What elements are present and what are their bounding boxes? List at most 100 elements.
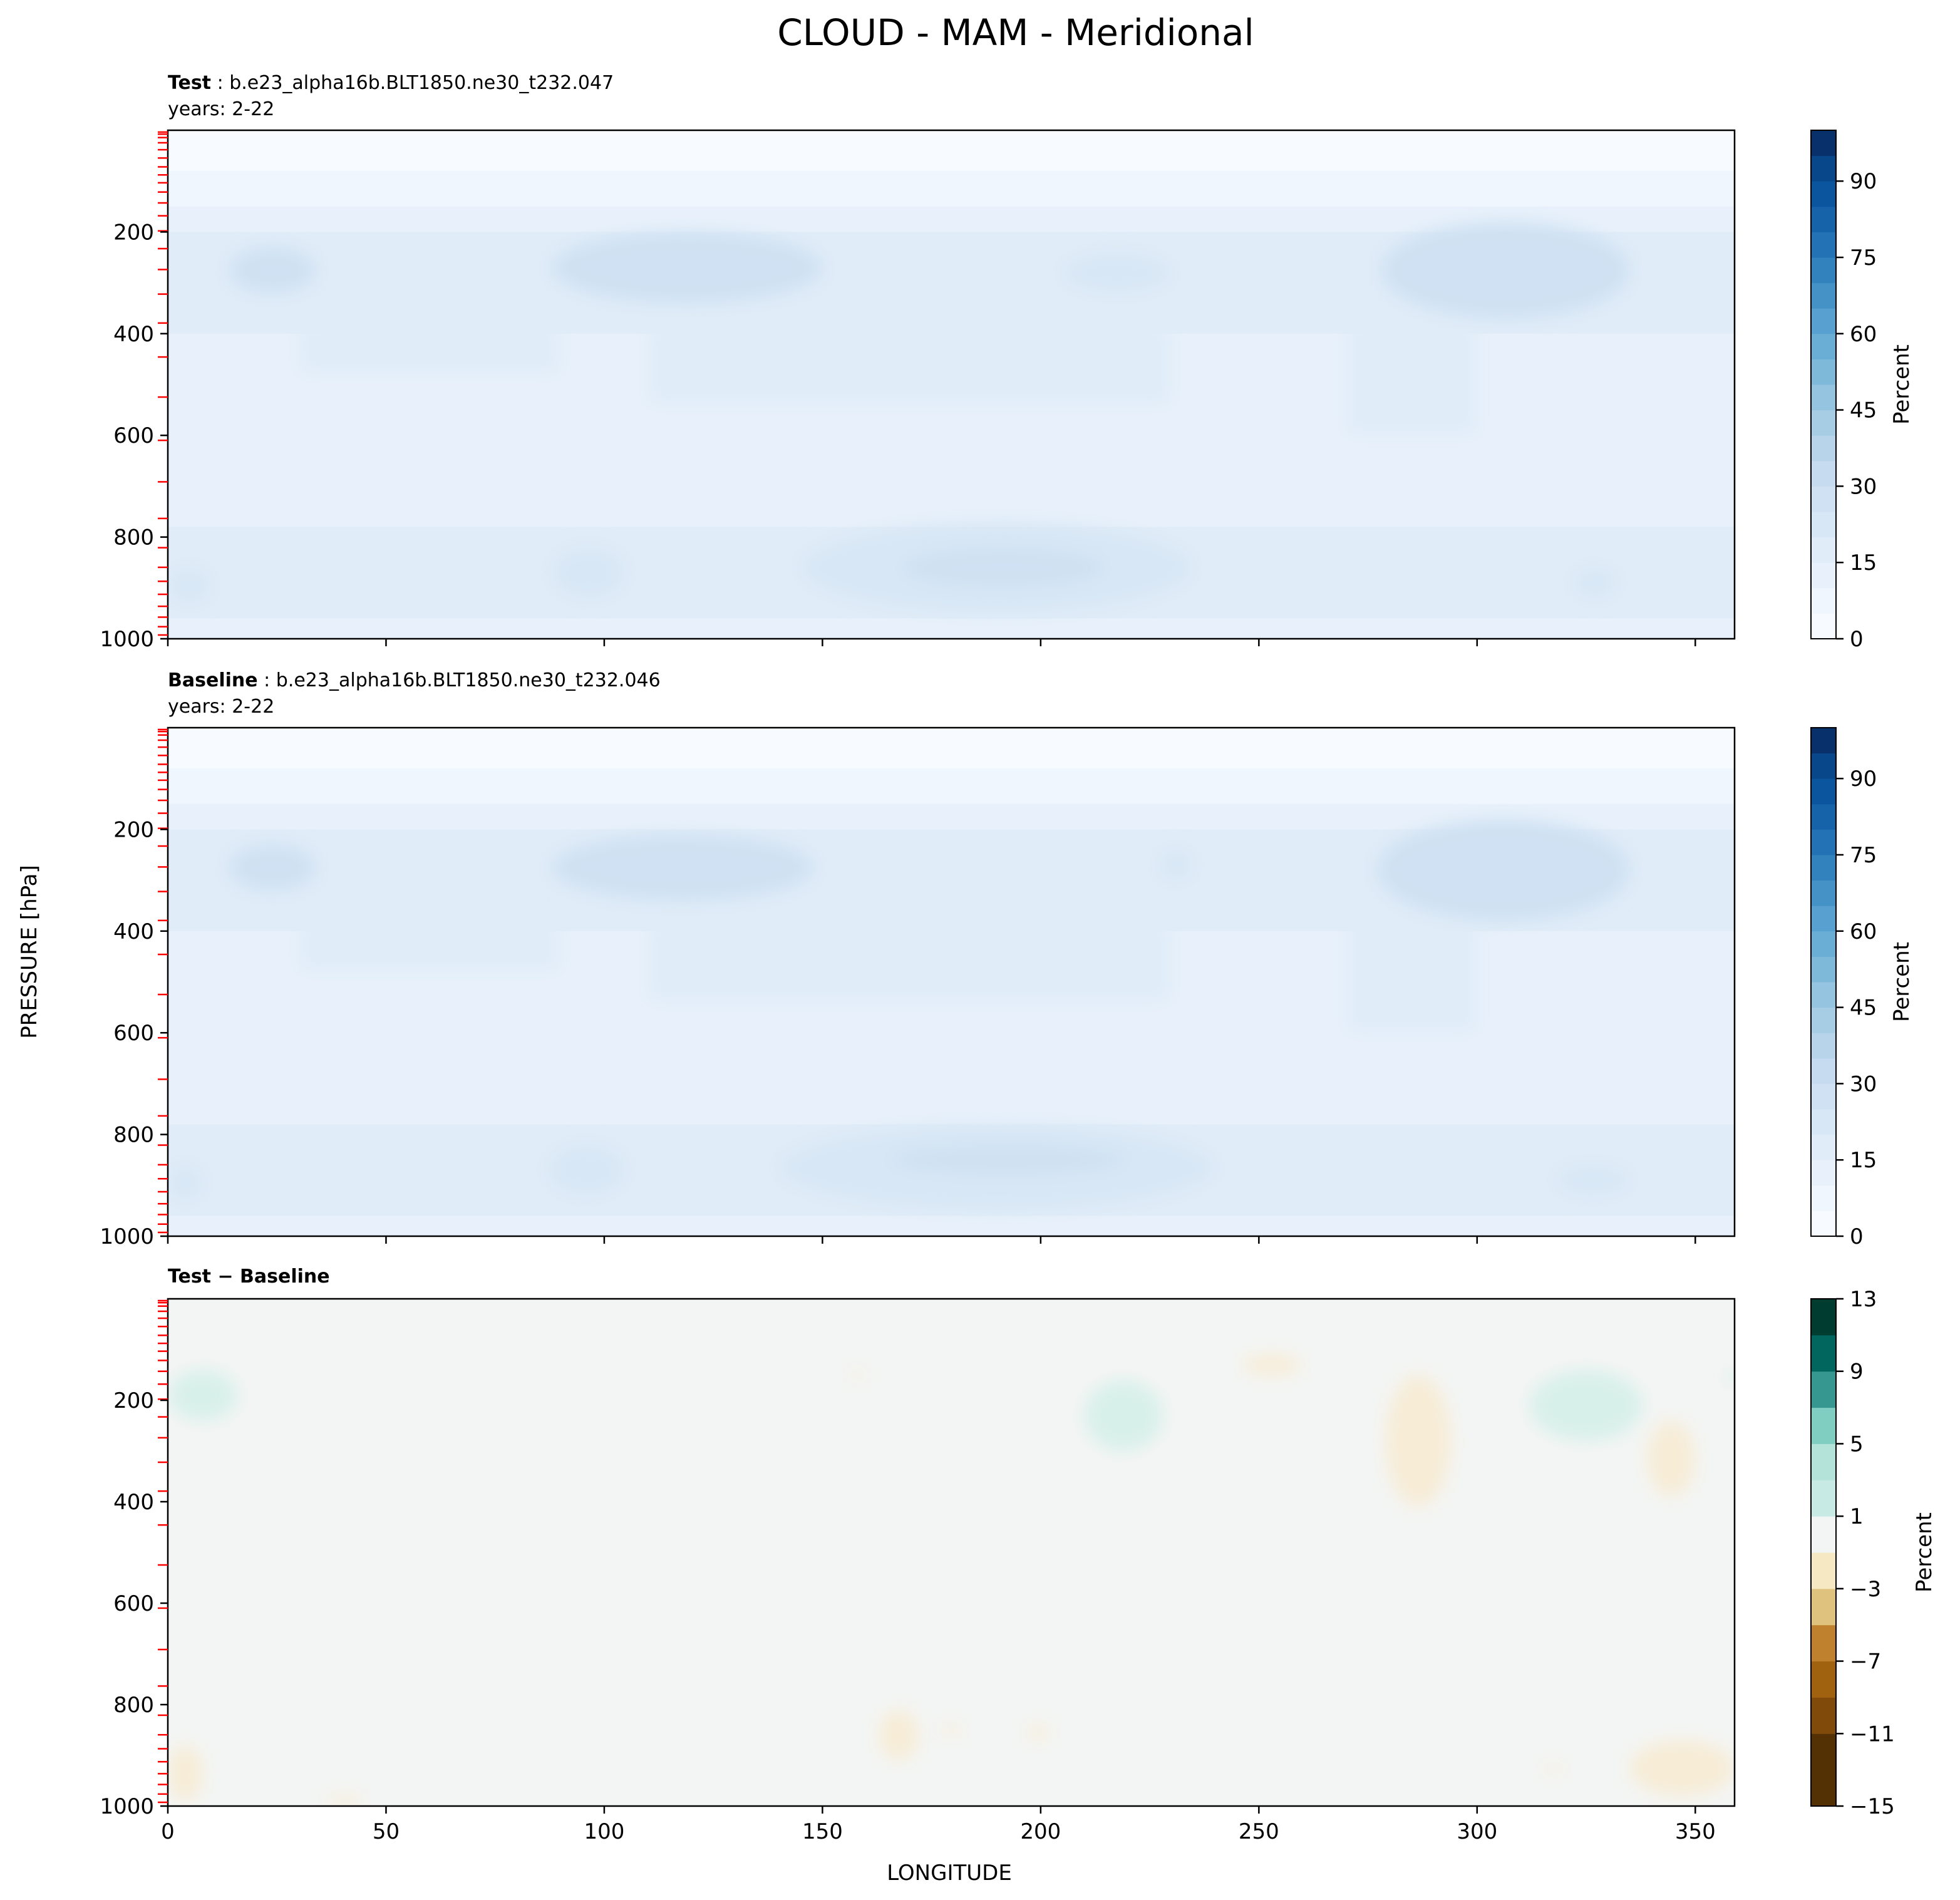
colorbar-swatch bbox=[1811, 333, 1836, 359]
field-cloud-core bbox=[547, 1144, 626, 1196]
colorbar-swatch bbox=[1811, 385, 1836, 411]
panel-test: Test : b.e23_alpha16b.BLT1850.ne30_t232.… bbox=[100, 72, 1914, 652]
field-cloud-core bbox=[887, 1144, 1128, 1175]
colorbar-swatch bbox=[1811, 562, 1836, 589]
diff-negative-region bbox=[879, 1710, 919, 1761]
y-tick-label: 600 bbox=[113, 1021, 154, 1046]
diff-negative-region bbox=[1027, 1725, 1050, 1740]
x-tick-label: 150 bbox=[802, 1819, 843, 1844]
colorbar-swatch bbox=[1811, 1697, 1836, 1734]
colorbar-tick-label: 0 bbox=[1850, 627, 1864, 652]
panel-baseline-title: Baseline : b.e23_alpha16b.BLT1850.ne30_t… bbox=[168, 669, 661, 691]
figure-title: CLOUD - MAM - Meridional bbox=[777, 11, 1254, 54]
colorbar-swatch bbox=[1811, 1134, 1836, 1160]
x-tick-label: 250 bbox=[1239, 1819, 1279, 1844]
colorbar-ticks: 0 15 30 45 60 75 90 bbox=[1836, 767, 1877, 1249]
colorbar-swatch bbox=[1811, 1624, 1836, 1662]
colorbar-swatch bbox=[1811, 1371, 1836, 1408]
colorbar-swatch bbox=[1811, 1083, 1836, 1110]
panel-baseline-y-ticks: 200 400 600 800 1000 bbox=[100, 817, 168, 1249]
colorbar-swatch bbox=[1811, 1407, 1836, 1444]
diff-negative-region bbox=[1647, 1420, 1696, 1497]
x-tick-label: 300 bbox=[1457, 1819, 1497, 1844]
colorbar-swatch bbox=[1811, 728, 1836, 754]
panel-test-y-ticks: 200 400 600 800 1000 bbox=[100, 220, 168, 652]
colorbar-swatch bbox=[1811, 1552, 1836, 1589]
colorbar-tick-label: −3 bbox=[1850, 1577, 1881, 1602]
y-tick-label: 1000 bbox=[100, 627, 154, 652]
colorbar-swatch bbox=[1811, 1109, 1836, 1135]
panel-test-title-rest: : b.e23_alpha16b.BLT1850.ne30_t232.047 bbox=[211, 72, 614, 94]
colorbar-label: Percent bbox=[1889, 942, 1914, 1022]
diff-positive-region bbox=[1726, 1370, 1735, 1385]
colorbar-swatch bbox=[1811, 486, 1836, 512]
panel-test-subtitle: years: 2-22 bbox=[168, 98, 274, 120]
colorbar-swatch bbox=[1811, 803, 1836, 830]
colorbar-tick-label: 5 bbox=[1850, 1432, 1864, 1457]
panel-test-colorbar: 0 15 30 45 60 75 90 Percent bbox=[1810, 130, 1914, 652]
colorbar-swatch bbox=[1811, 1443, 1836, 1480]
panel-test-frame bbox=[167, 129, 1736, 640]
colorbar-swatch bbox=[1811, 1335, 1836, 1372]
field-cloud-core bbox=[552, 834, 814, 901]
field-band bbox=[168, 130, 1735, 172]
field-cloud-core bbox=[552, 547, 626, 599]
colorbar-swatch bbox=[1811, 1588, 1836, 1626]
field-cloud-core bbox=[552, 232, 823, 304]
field-cloud-core bbox=[168, 1165, 203, 1201]
diff-negative-region bbox=[1542, 1765, 1565, 1774]
colorbar-tick-label: 75 bbox=[1850, 843, 1877, 868]
colorbar-swatches bbox=[1811, 728, 1836, 1237]
colorbar-swatch bbox=[1811, 537, 1836, 563]
y-tick-label: 800 bbox=[113, 1123, 154, 1148]
y-tick-label: 400 bbox=[113, 1490, 154, 1515]
field-tongue bbox=[647, 323, 1172, 405]
colorbar-tick-label: 30 bbox=[1850, 474, 1877, 499]
colorbar-swatch bbox=[1811, 1185, 1836, 1211]
diff-positive-region bbox=[1084, 1380, 1163, 1451]
panel-baseline-title-bold: Baseline bbox=[168, 669, 258, 691]
colorbar-tick-label: 0 bbox=[1850, 1224, 1864, 1249]
panel-difference-y-ticks: 200 400 600 800 1000 bbox=[100, 1388, 168, 1819]
colorbar-swatch bbox=[1811, 155, 1836, 182]
colorbar-swatch bbox=[1811, 282, 1836, 309]
y-tick-label: 800 bbox=[113, 525, 154, 550]
colorbar-swatch bbox=[1811, 232, 1836, 258]
colorbar-swatch bbox=[1811, 1211, 1836, 1237]
y-tick-label: 600 bbox=[113, 423, 154, 448]
diff-negative-region bbox=[324, 1795, 364, 1806]
field-cloud-core bbox=[900, 547, 1106, 588]
colorbar-swatch bbox=[1811, 206, 1836, 232]
colorbar-tick-label: 90 bbox=[1850, 767, 1877, 792]
colorbar-swatch bbox=[1811, 906, 1836, 932]
colorbar-swatch bbox=[1811, 410, 1836, 436]
colorbar-swatch bbox=[1811, 1480, 1836, 1517]
field-dry-patch bbox=[395, 1073, 500, 1094]
colorbar-swatch bbox=[1811, 512, 1836, 538]
colorbar-swatch bbox=[1811, 460, 1836, 487]
field-cloud-core bbox=[1573, 567, 1617, 599]
panel-baseline-subtitle: years: 2-22 bbox=[168, 696, 274, 718]
colorbar-tick-label: −15 bbox=[1850, 1794, 1895, 1819]
field-tongue bbox=[1346, 323, 1477, 436]
colorbar-swatch bbox=[1811, 982, 1836, 1008]
colorbar-tick-label: 15 bbox=[1850, 1148, 1877, 1173]
field-band bbox=[168, 1216, 1735, 1236]
colorbar-frame bbox=[1810, 1298, 1837, 1807]
field-tongue bbox=[299, 921, 561, 972]
panel-difference-colorbar: −15 −11 −7 −3 1 5 9 13 Percent bbox=[1810, 1287, 1937, 1819]
colorbar-swatch bbox=[1811, 1661, 1836, 1698]
panel-difference-title: Test − Baseline bbox=[168, 1266, 330, 1288]
diff-background bbox=[168, 1299, 1735, 1806]
y-tick-label: 200 bbox=[113, 220, 154, 245]
field-band bbox=[168, 728, 1735, 769]
colorbar-ticks: 0 15 30 45 60 75 90 bbox=[1836, 169, 1877, 652]
x-tick-label: 50 bbox=[373, 1819, 400, 1844]
colorbar-tick-label: −7 bbox=[1850, 1650, 1881, 1675]
x-tick-label: 100 bbox=[584, 1819, 624, 1844]
field-cloud-core bbox=[1376, 819, 1630, 921]
colorbar-swatch bbox=[1811, 587, 1836, 614]
field-band bbox=[168, 618, 1735, 639]
colorbar-label: Percent bbox=[1889, 344, 1914, 425]
colorbar-swatch bbox=[1811, 359, 1836, 385]
